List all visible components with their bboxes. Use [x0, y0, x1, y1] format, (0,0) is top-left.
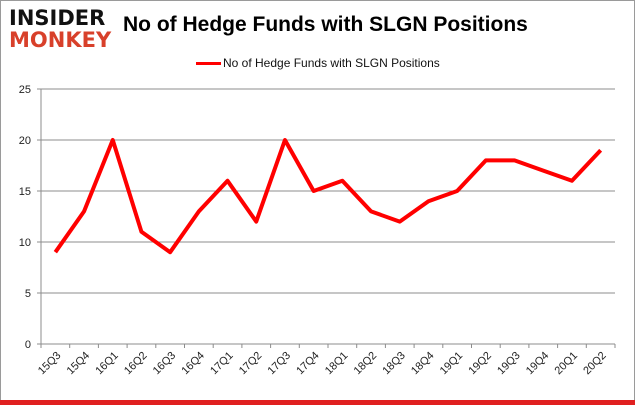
- y-tick-label: 20: [19, 135, 31, 147]
- x-tick-label: 16Q2: [122, 350, 150, 378]
- y-tick-label: 5: [25, 288, 31, 300]
- x-tick-label: 18Q2: [352, 350, 380, 378]
- x-tick-label: 18Q3: [380, 350, 408, 378]
- series-line: [53, 138, 603, 255]
- x-tick-label: 15Q4: [65, 350, 93, 378]
- x-tick-label: 17Q2: [237, 350, 265, 378]
- x-tick-label: 17Q1: [208, 350, 236, 378]
- legend-label: No of Hedge Funds with SLGN Positions: [223, 56, 440, 70]
- x-tick-label: 15Q3: [36, 350, 64, 378]
- legend: No of Hedge Funds with SLGN Positions: [196, 56, 440, 70]
- x-tick-label: 16Q1: [93, 350, 121, 378]
- x-tick-label: 16Q4: [179, 350, 207, 378]
- x-tick-label: 19Q1: [438, 350, 466, 378]
- x-tick-label: 19Q4: [524, 350, 552, 378]
- legend-swatch: [196, 61, 221, 65]
- x-tick-label: 18Q4: [409, 350, 437, 378]
- insider-monkey-logo: INSIDER MONKEY: [9, 7, 117, 53]
- x-tick-label: 19Q3: [495, 350, 523, 378]
- logo-line1: INSIDER: [9, 6, 106, 30]
- y-tick-label: 0: [25, 339, 31, 351]
- y-tick-label: 10: [19, 237, 31, 249]
- x-tick-label: 19Q2: [466, 350, 494, 378]
- x-tick-label: 17Q3: [266, 350, 294, 378]
- x-tick-label: 20Q1: [553, 350, 581, 378]
- x-tick-label: 17Q4: [294, 350, 322, 378]
- logo-line2: MONKEY: [9, 28, 112, 52]
- y-tick-label: 25: [19, 84, 31, 96]
- x-tick-label: 16Q3: [151, 350, 179, 378]
- x-tick-label: 18Q1: [323, 350, 351, 378]
- bottom-accent-bar: [0, 400, 635, 405]
- x-tick-label: 20Q2: [581, 350, 609, 378]
- chart-title: No of Hedge Funds with SLGN Positions: [123, 13, 528, 36]
- y-tick-label: 15: [19, 186, 31, 198]
